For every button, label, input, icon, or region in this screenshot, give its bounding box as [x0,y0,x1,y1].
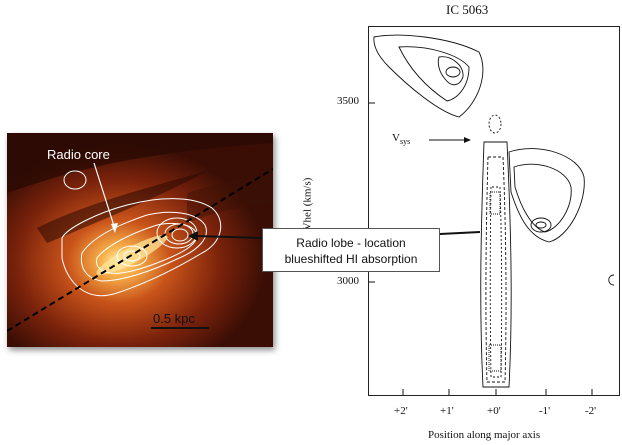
x-tick-label: +0' [487,405,501,417]
scale-bar-label: 0.5 kpc [153,311,195,326]
x-tick-label: -2' [585,405,597,417]
pv-diagram-title: IC 5063 [446,2,489,17]
y-axis-label: Vhel (km/s) [301,177,314,231]
x-axis-label: Position along major axis [428,429,541,441]
y-tick-label: 3500 [337,95,359,107]
y-tick-label: 3000 [337,275,359,287]
vsys-label: Vsys [392,132,411,147]
major-axis-line [7,168,273,332]
x-tick-label: +1' [440,405,454,417]
radio-lobe-callout: Radio lobe - location blueshifted HI abs… [262,228,440,272]
galaxy-image-panel: Radio core 0.5 kpc [7,133,273,347]
callout-line-1: Radio lobe - location [296,236,406,250]
callout-line-2: blueshifted HI absorption [284,252,418,266]
x-tick-label: +2' [394,405,408,417]
galaxy-image: Radio core 0.5 kpc [7,133,273,347]
x-tick-label: -1' [539,405,551,417]
radio-core-arrow [93,162,116,230]
pv-contours [369,34,615,395]
radio-core-label: Radio core [47,147,110,162]
pv-diagram [368,26,620,396]
